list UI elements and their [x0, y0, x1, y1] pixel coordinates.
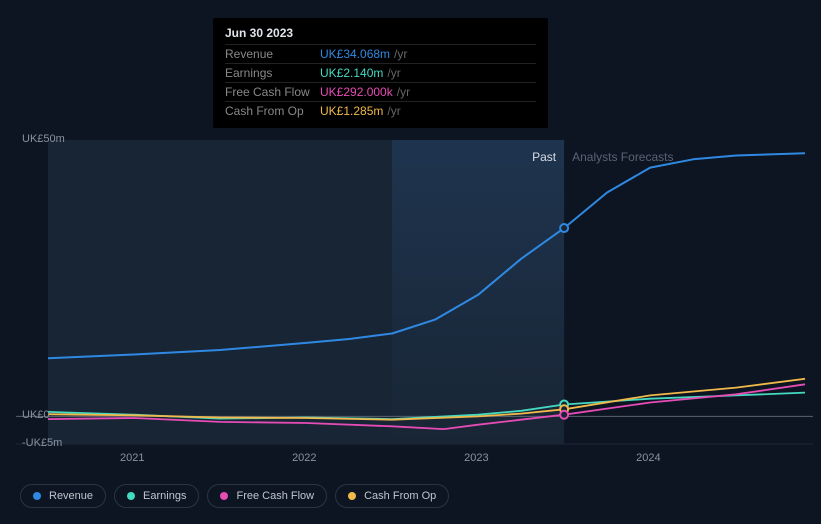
tooltip-row-unit: /yr: [397, 85, 410, 99]
legend-dot-icon: [220, 492, 228, 500]
y-axis-label: UK£0: [22, 409, 50, 421]
y-axis-label: -UK£5m: [22, 437, 62, 449]
marker-fcf: [560, 411, 568, 419]
y-axis-label: UK£50m: [22, 133, 65, 145]
legend-item-label: Earnings: [143, 490, 186, 502]
chart-tooltip: Jun 30 2023RevenueUK£34.068m/yrEarningsU…: [213, 18, 548, 128]
tooltip-row-value: UK£2.140m: [320, 66, 383, 80]
legend-item-cfo[interactable]: Cash From Op: [335, 484, 449, 508]
legend-item-label: Free Cash Flow: [236, 490, 314, 502]
tooltip-row-value: UK£292.000k: [320, 85, 393, 99]
legend-item-revenue[interactable]: Revenue: [20, 484, 106, 508]
tooltip-row-value: UK£34.068m: [320, 47, 390, 61]
legend-dot-icon: [33, 492, 41, 500]
tooltip-date: Jun 30 2023: [225, 26, 536, 40]
financials-chart: UK£50m UK£0 -UK£5m 2021 2022 2023 2024 Past Anal…: [0, 0, 821, 524]
past-label: Past: [532, 150, 556, 164]
marker-revenue: [560, 224, 568, 232]
legend-dot-icon: [127, 492, 135, 500]
tooltip-row-unit: /yr: [387, 104, 400, 118]
x-axis-label: 2024: [636, 452, 660, 464]
chart-legend: Revenue Earnings Free Cash Flow Cash From O…: [20, 484, 449, 508]
tooltip-row-label: Revenue: [225, 47, 320, 61]
legend-item-label: Revenue: [49, 490, 93, 502]
tooltip-row: Free Cash FlowUK£292.000k/yr: [225, 82, 536, 101]
tooltip-row: RevenueUK£34.068m/yr: [225, 44, 536, 63]
x-axis-label: 2021: [120, 452, 144, 464]
x-axis-label: 2023: [464, 452, 488, 464]
tooltip-row-value: UK£1.285m: [320, 104, 383, 118]
legend-item-label: Cash From Op: [364, 490, 436, 502]
tooltip-row-unit: /yr: [387, 66, 400, 80]
legend-dot-icon: [348, 492, 356, 500]
x-axis-label: 2022: [292, 452, 316, 464]
legend-item-earnings[interactable]: Earnings: [114, 484, 199, 508]
highlight-region: [392, 140, 564, 444]
legend-item-fcf[interactable]: Free Cash Flow: [207, 484, 327, 508]
tooltip-row-label: Earnings: [225, 66, 320, 80]
tooltip-row-label: Free Cash Flow: [225, 85, 320, 99]
tooltip-row-label: Cash From Op: [225, 104, 320, 118]
tooltip-row-unit: /yr: [394, 47, 407, 61]
tooltip-row: EarningsUK£2.140m/yr: [225, 63, 536, 82]
tooltip-row: Cash From OpUK£1.285m/yr: [225, 101, 536, 120]
forecast-label: Analysts Forecasts: [572, 150, 673, 164]
